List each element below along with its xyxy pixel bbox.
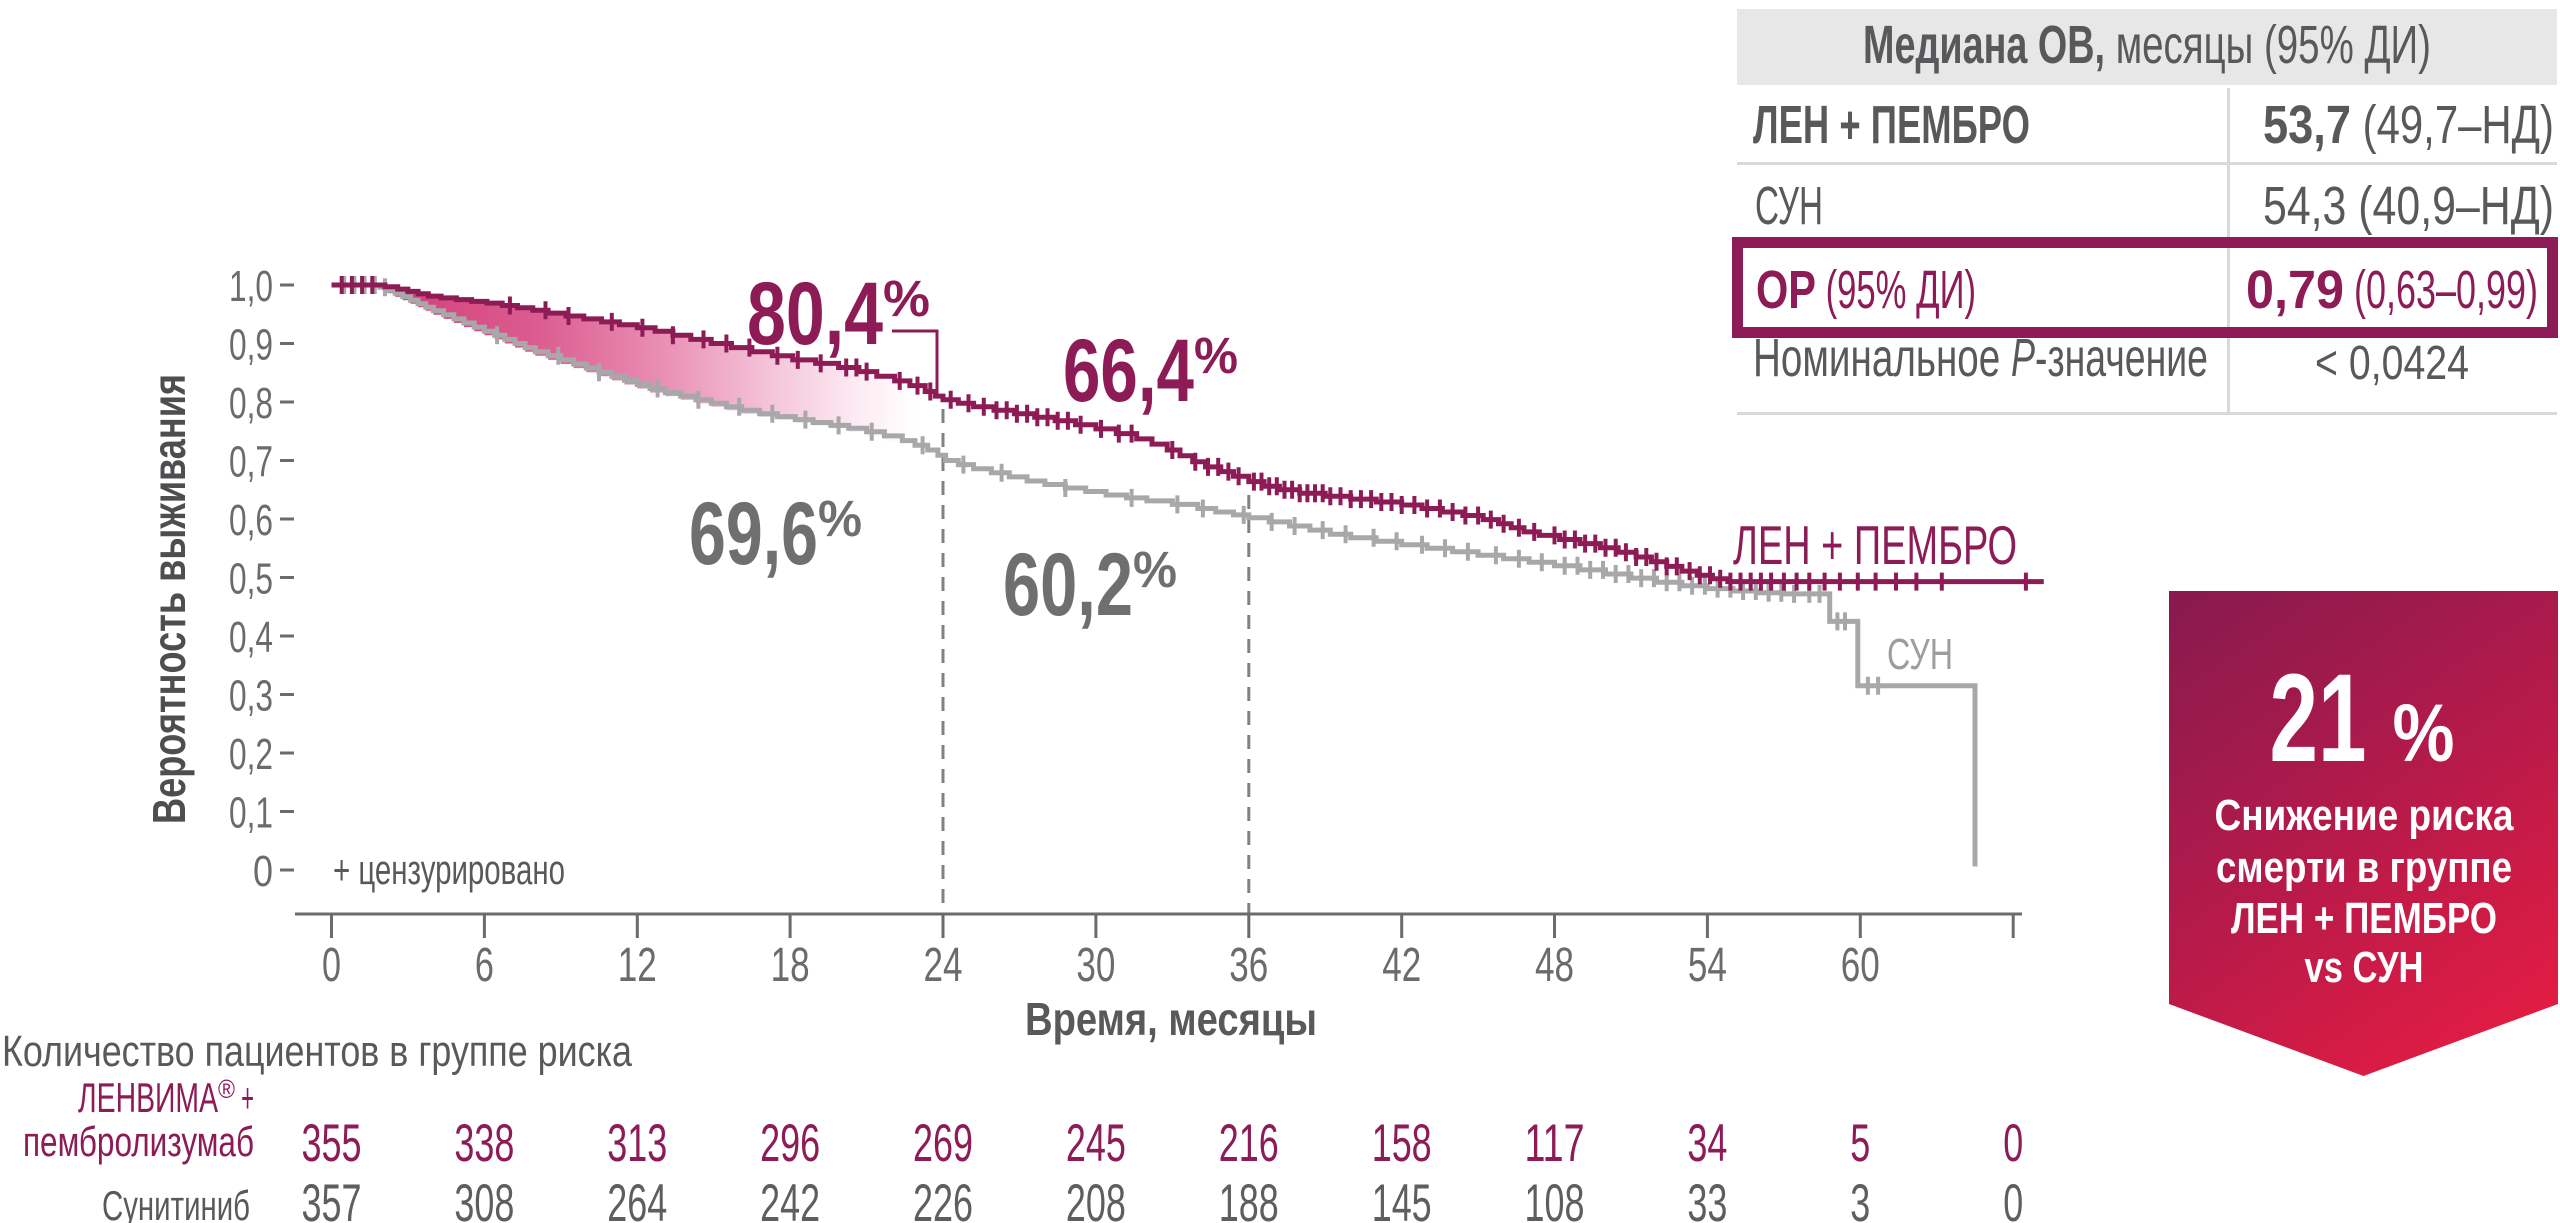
svg-text:216: 216 <box>1219 1114 1279 1173</box>
svg-text:0,8: 0,8 <box>229 379 273 428</box>
svg-text:34: 34 <box>1687 1114 1727 1173</box>
svg-text:226: 226 <box>913 1174 973 1223</box>
svg-text:313: 313 <box>607 1114 667 1173</box>
svg-text:Снижение риска: Снижение риска <box>2215 791 2514 840</box>
svg-text:ЛЕН + ПЕМБРО: ЛЕН + ПЕМБРО <box>2231 894 2497 943</box>
svg-text:54: 54 <box>1688 939 1727 992</box>
svg-text:60,2%: 60,2% <box>1003 534 1177 634</box>
svg-text:Сунитиниб: Сунитиниб <box>102 1182 250 1223</box>
svg-text:0,6: 0,6 <box>229 496 273 545</box>
svg-text:33: 33 <box>1687 1174 1727 1223</box>
svg-text:338: 338 <box>454 1114 514 1173</box>
svg-text:0,5: 0,5 <box>229 555 273 604</box>
svg-text:1,0: 1,0 <box>229 262 273 311</box>
svg-text:0: 0 <box>2003 1114 2023 1173</box>
svg-text:308: 308 <box>454 1174 514 1223</box>
svg-text:ОР (95% ДИ): ОР (95% ДИ) <box>1756 260 1976 320</box>
svg-text:Время, месяцы: Время, месяцы <box>1025 993 1317 1045</box>
svg-text:53,7 (49,7–НД): 53,7 (49,7–НД) <box>2263 95 2554 155</box>
svg-text:357: 357 <box>302 1174 362 1223</box>
svg-text:48: 48 <box>1535 939 1574 992</box>
svg-text:0: 0 <box>322 939 341 992</box>
svg-text:0,4: 0,4 <box>229 613 273 662</box>
svg-text:188: 188 <box>1219 1174 1279 1223</box>
svg-text:Медиана ОВ, месяцы (95% ДИ): Медиана ОВ, месяцы (95% ДИ) <box>1863 15 2431 75</box>
svg-text:3: 3 <box>1850 1174 1870 1223</box>
svg-text:пембролизумаб: пембролизумаб <box>23 1118 254 1165</box>
svg-text:0: 0 <box>2003 1174 2023 1223</box>
svg-text:0,9: 0,9 <box>229 321 273 370</box>
svg-text:54,3 (40,9–НД): 54,3 (40,9–НД) <box>2263 176 2554 236</box>
svg-text:117: 117 <box>1525 1114 1585 1173</box>
svg-text:0,79 (0,63–0,99): 0,79 (0,63–0,99) <box>2246 260 2538 320</box>
svg-text:0,7: 0,7 <box>229 438 273 487</box>
svg-text:Вероятность выживания: Вероятность выживания <box>143 374 195 824</box>
svg-text:6: 6 <box>475 939 494 992</box>
svg-text:264: 264 <box>607 1174 667 1223</box>
svg-text:269: 269 <box>913 1114 973 1173</box>
svg-text:245: 245 <box>1066 1114 1126 1173</box>
svg-text:18: 18 <box>771 939 810 992</box>
svg-text:145: 145 <box>1372 1174 1432 1223</box>
svg-text:69,6%: 69,6% <box>689 483 862 583</box>
svg-text:21%: 21% <box>2270 649 2455 788</box>
svg-text:СУН: СУН <box>1755 176 1823 236</box>
svg-text:+ цензурировано: + цензурировано <box>333 846 565 893</box>
svg-text:0,1: 0,1 <box>229 789 273 838</box>
svg-text:vs СУН: vs СУН <box>2305 943 2424 992</box>
svg-text:208: 208 <box>1066 1174 1126 1223</box>
svg-text:24: 24 <box>924 939 963 992</box>
svg-text:0,3: 0,3 <box>229 672 273 721</box>
svg-text:60: 60 <box>1841 939 1880 992</box>
svg-text:296: 296 <box>760 1114 820 1173</box>
svg-text:66,4%: 66,4% <box>1063 320 1238 420</box>
svg-text:Количество пациентов в группе: Количество пациентов в группе риска <box>2 1027 632 1076</box>
svg-text:Номинальное Р-значение: Номинальное Р-значение <box>1753 328 2208 388</box>
svg-text:ЛЕНВИМА® +: ЛЕНВИМА® + <box>78 1074 254 1121</box>
svg-text:108: 108 <box>1525 1174 1585 1223</box>
svg-text:5: 5 <box>1850 1114 1870 1173</box>
svg-text:158: 158 <box>1372 1114 1432 1173</box>
svg-text:42: 42 <box>1382 939 1421 992</box>
svg-text:36: 36 <box>1229 939 1268 992</box>
svg-text:242: 242 <box>760 1174 820 1223</box>
svg-text:смерти в группе: смерти в группе <box>2216 843 2512 892</box>
svg-text:30: 30 <box>1076 939 1115 992</box>
svg-text:< 0,0424: < 0,0424 <box>2315 337 2469 390</box>
svg-text:ЛЕН + ПЕМБРО: ЛЕН + ПЕМБРО <box>1733 514 2017 576</box>
svg-text:12: 12 <box>618 939 657 992</box>
svg-text:0,2: 0,2 <box>229 730 273 779</box>
svg-text:СУН: СУН <box>1887 630 1953 679</box>
svg-text:ЛЕН + ПЕМБРО: ЛЕН + ПЕМБРО <box>1753 95 2030 155</box>
svg-text:355: 355 <box>302 1114 362 1173</box>
svg-text:0: 0 <box>253 847 273 896</box>
svg-text:80,4%: 80,4% <box>747 263 930 363</box>
